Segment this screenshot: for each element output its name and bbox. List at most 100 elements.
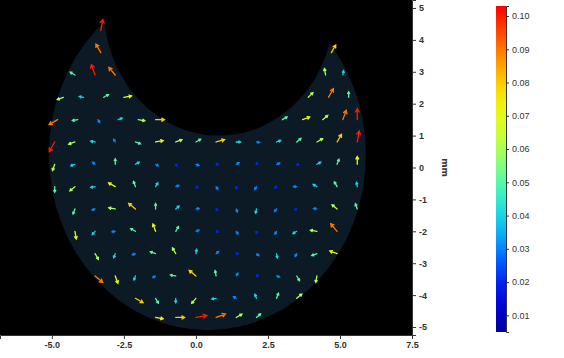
vector — [70, 72, 75, 75]
colorbar-tick-mark — [506, 49, 509, 50]
vector — [195, 249, 197, 253]
field-region — [49, 0, 366, 330]
vector — [255, 187, 257, 190]
y-tick-label: 4 — [419, 35, 424, 45]
vector — [324, 68, 326, 74]
vector — [79, 96, 83, 98]
colorbar-tick: 0.08 — [506, 78, 530, 88]
vector — [236, 253, 238, 255]
vector — [75, 231, 78, 239]
x-axis-line — [1, 336, 413, 340]
vector — [192, 298, 196, 303]
y-tick-mark — [412, 231, 416, 232]
vector — [196, 208, 199, 210]
vector — [236, 163, 239, 165]
y-tick: -4 — [412, 290, 427, 300]
vector — [235, 187, 237, 189]
vector — [98, 120, 100, 123]
vector — [303, 117, 310, 120]
vector — [256, 162, 258, 164]
vector — [255, 231, 257, 233]
vector — [297, 276, 300, 281]
vector — [355, 204, 357, 209]
x-tick-mark — [268, 335, 269, 339]
colorbar-tick-mark — [506, 282, 509, 283]
vector — [176, 185, 179, 187]
colorbar-tick: 0.07 — [506, 111, 530, 121]
colorbar-tick-label: 0.07 — [512, 111, 530, 121]
x-tick: 7.5 — [406, 335, 419, 350]
vector — [216, 313, 225, 317]
vector — [52, 164, 55, 170]
x-tick-label: 0.0 — [190, 340, 203, 350]
colorbar-tick-label: 0.05 — [512, 178, 530, 188]
vector — [49, 142, 55, 152]
y-tick: 1 — [412, 131, 424, 141]
y-tick-mark — [412, 72, 416, 73]
x-axis: -5.0-2.50.02.55.07.5 — [1, 335, 419, 350]
colorbar-tick-mark — [506, 116, 509, 117]
x-tick: -2.5 — [117, 335, 133, 350]
vector — [54, 187, 56, 193]
vector — [95, 276, 103, 282]
vector — [118, 118, 122, 120]
y-tick-mark — [412, 168, 416, 169]
vector — [356, 157, 359, 165]
vector — [256, 314, 260, 318]
vector — [172, 248, 175, 254]
colorbar-tick-label: 0.01 — [512, 311, 530, 321]
vector — [92, 209, 95, 211]
vector — [310, 229, 316, 231]
vector — [57, 97, 63, 100]
vector — [277, 140, 281, 142]
x-tick-mark — [340, 335, 341, 339]
vector — [114, 139, 116, 142]
y-tick: -2 — [412, 227, 427, 237]
colorbar-tick: 0.06 — [506, 144, 530, 154]
vector — [114, 159, 116, 165]
vector — [132, 253, 135, 255]
vector — [334, 182, 337, 187]
vector — [331, 224, 337, 232]
vector — [256, 275, 258, 277]
y-axis: -5-4-3-2-1012345 — [412, 1, 427, 336]
y-tick-mark — [412, 295, 416, 296]
vector — [156, 118, 165, 121]
x-tick-label: 7.5 — [406, 340, 419, 350]
vector — [295, 254, 297, 257]
vector — [135, 298, 143, 302]
vector — [317, 162, 321, 164]
vector — [189, 270, 196, 276]
vector — [308, 93, 313, 98]
vector — [216, 163, 218, 165]
vector — [275, 186, 277, 188]
vector — [277, 293, 279, 298]
vector — [72, 119, 77, 121]
vector — [153, 276, 156, 278]
vector — [196, 164, 199, 166]
vector — [92, 231, 95, 234]
vector — [176, 139, 182, 142]
vector — [356, 182, 358, 186]
vector — [216, 231, 218, 233]
x-tick: 0.0 — [190, 335, 203, 350]
vector — [175, 164, 177, 166]
y-tick-mark — [412, 104, 416, 105]
vector — [355, 109, 359, 120]
vector — [216, 252, 219, 254]
vector — [100, 19, 104, 30]
colorbar-tick-mark — [506, 16, 509, 17]
vector — [109, 67, 115, 75]
vector — [93, 162, 96, 164]
y-tick-label: 2 — [419, 99, 424, 109]
x-tick: 5.0 — [334, 335, 347, 350]
vector — [297, 294, 302, 298]
vector — [109, 183, 116, 187]
vector — [312, 254, 317, 256]
vector — [216, 139, 225, 142]
y-tick-mark — [412, 40, 416, 41]
vector — [176, 316, 185, 319]
vector — [343, 110, 347, 119]
vector — [297, 163, 299, 165]
colorbar-tick-mark — [506, 315, 509, 316]
